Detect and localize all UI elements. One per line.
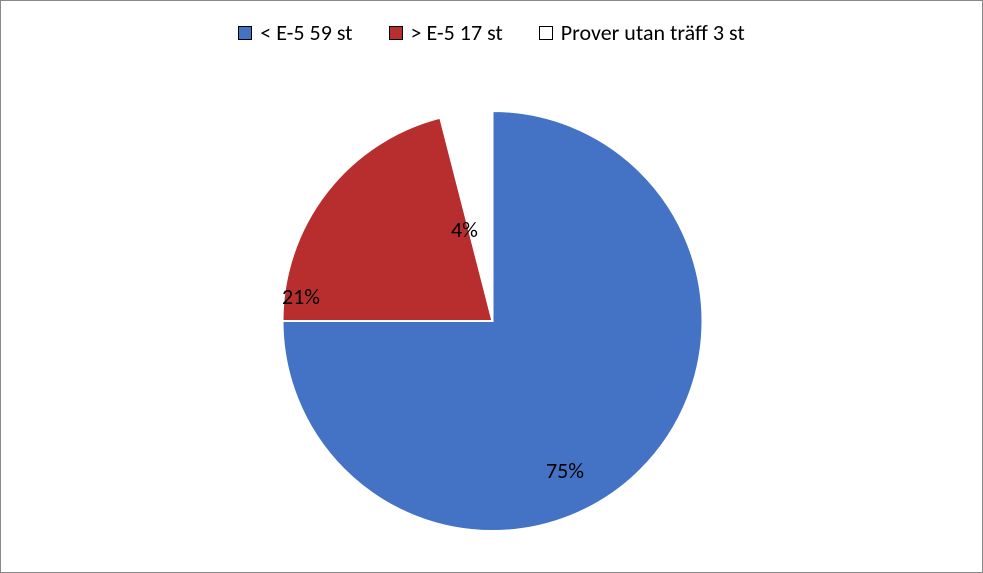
pie-chart-container: < E-5 59 st > E-5 17 st Prover utan träf… [0,0,983,573]
legend-label: Prover utan träff 3 st [561,19,745,46]
slice-percent-label: 21% [282,283,320,310]
legend-label: > E-5 17 st [411,19,503,46]
legend-swatch [238,26,252,40]
legend-swatch [389,26,403,40]
legend-item: Prover utan träff 3 st [539,19,745,46]
legend-item: > E-5 17 st [389,19,503,46]
pie-slices [283,111,703,531]
slice-percent-label: 75% [546,457,584,484]
chart-legend: < E-5 59 st > E-5 17 st Prover utan träf… [1,1,982,56]
legend-swatch [539,26,553,40]
pie-area: 75% 21% 4% [1,61,982,562]
slice-percent-label: 4% [451,216,478,243]
pie-svg [1,61,983,561]
legend-item: < E-5 59 st [238,19,352,46]
legend-label: < E-5 59 st [260,19,352,46]
